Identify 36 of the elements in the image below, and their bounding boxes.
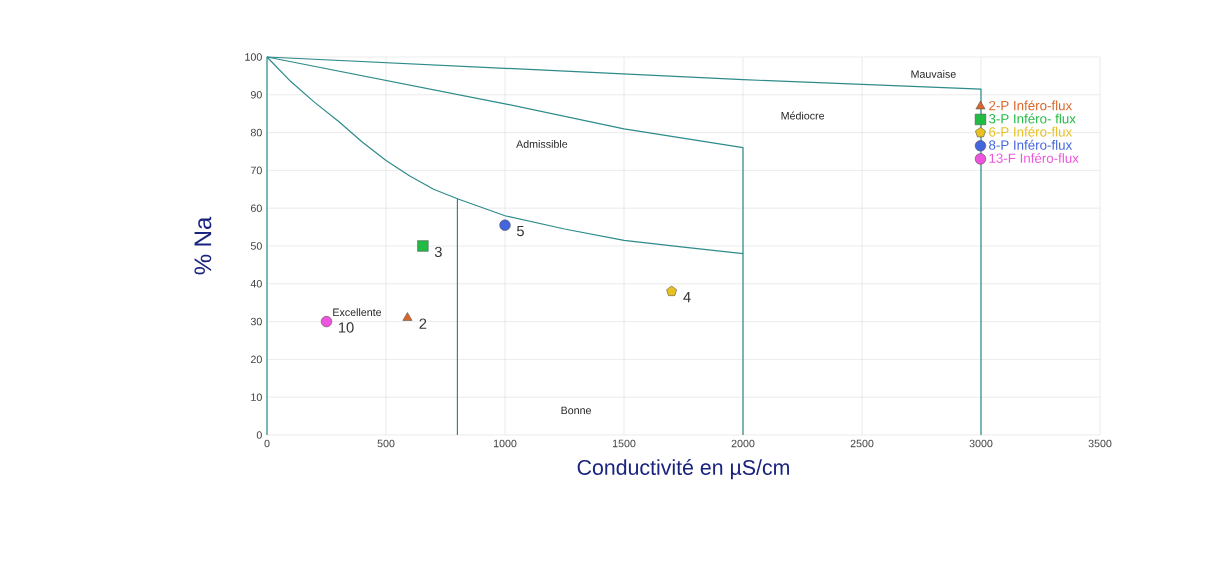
y-tick-label: 100 xyxy=(245,53,262,61)
y-tick-label: 20 xyxy=(250,355,262,364)
y-axis-title: % Na xyxy=(194,216,212,275)
annotation: 2 xyxy=(419,318,427,329)
legend-label: 3-P Inféro- flux xyxy=(988,113,1076,124)
y-tick-label: 10 xyxy=(251,393,262,401)
y-tick-label: 70 xyxy=(250,166,262,175)
x-tick-label: 2500 xyxy=(850,439,874,448)
x-tick-label: 3000 xyxy=(969,439,993,448)
y-tick-label: 0 xyxy=(256,431,262,439)
y-tick-label: 90 xyxy=(250,91,262,99)
y-tick-label: 60 xyxy=(250,204,262,212)
y-tick-label: 50 xyxy=(250,242,262,250)
annotation: 4 xyxy=(683,292,691,303)
annotation: Excellente xyxy=(333,308,382,317)
annotation: 10 xyxy=(339,322,354,333)
x-tick-label: 1000 xyxy=(493,439,517,448)
annotation: Bonne xyxy=(561,406,591,415)
legend-label: 8-P Inféro-flux xyxy=(989,139,1073,150)
legend-label: 2-P Inféro-flux xyxy=(989,100,1073,111)
annotation: 5 xyxy=(516,225,524,237)
x-tick-label: 2000 xyxy=(731,439,755,448)
annotation: Mauvaise xyxy=(911,70,956,78)
legend-label: 13-F Inféro-flux xyxy=(989,152,1079,163)
y-tick-label: 30 xyxy=(250,317,262,326)
x-axis-title: Conductivité en µS/cm xyxy=(577,459,789,480)
y-tick-label: 40 xyxy=(250,280,262,288)
legend-label: 6-P Inféro-flux xyxy=(989,126,1073,137)
x-tick-label: 500 xyxy=(377,439,395,448)
annotation: Médiocre xyxy=(781,111,825,120)
y-tick-label: 80 xyxy=(250,128,262,137)
annotation: Admissible xyxy=(516,140,568,148)
x-tick-label: 0 xyxy=(264,439,270,448)
x-tick-label: 3500 xyxy=(1088,439,1112,448)
x-tick-label: 1500 xyxy=(612,439,636,448)
annotation: 3 xyxy=(434,246,442,258)
